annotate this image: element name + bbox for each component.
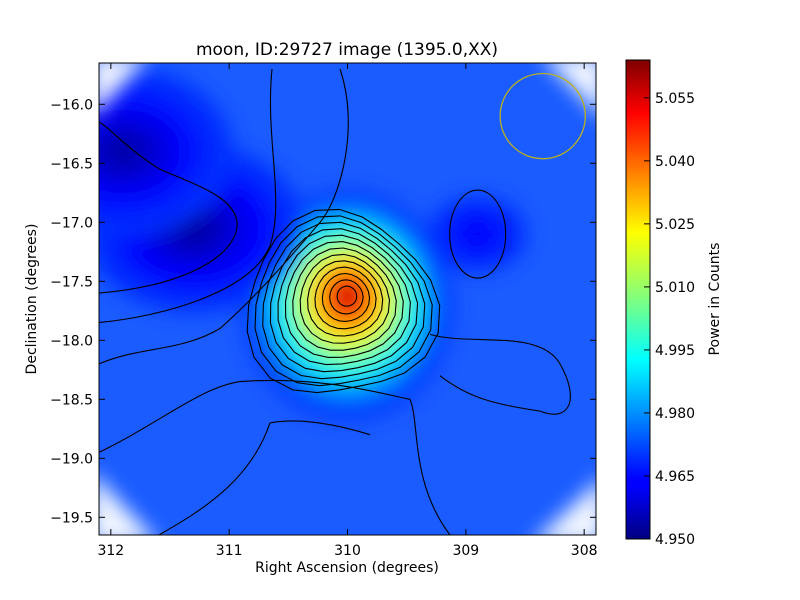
heat-level (113, 144, 132, 159)
contour-line (277, 234, 411, 366)
x-tick-label: 308 (571, 543, 598, 559)
x-tick-label: 311 (216, 543, 243, 559)
contour-line (429, 333, 571, 415)
contour-line (299, 253, 391, 344)
y-tick-label: −16.0 (50, 97, 93, 113)
contour-line (99, 68, 277, 324)
colorbar-tick-label: 5.040 (655, 154, 695, 170)
heat-level (339, 286, 356, 305)
y-tick-label: −19.5 (50, 510, 93, 526)
contour-line (246, 208, 441, 394)
colorbar-tick-label: 4.950 (655, 532, 695, 548)
x-tick-label: 310 (334, 543, 361, 559)
beam-circle (499, 72, 586, 160)
contour-line (254, 215, 433, 387)
contour-line (99, 68, 349, 365)
contour-line (449, 189, 507, 279)
colorbar-label: Power in Counts (707, 243, 723, 356)
contour-line (99, 121, 238, 294)
contour-line (314, 266, 377, 330)
contour-line (269, 228, 419, 373)
y-tick-label: −17.5 (50, 274, 93, 290)
y-axis-ticks: −16.0 −16.5 −17.0 −17.5 −18.0 −18.5 −19.0 −19.5 (50, 97, 596, 526)
contour-line (336, 285, 358, 307)
colorbar-tick-label: 4.980 (655, 406, 695, 422)
contour-line (158, 420, 371, 535)
colorbar-tick-label: 5.010 (655, 280, 695, 296)
y-tick-label: −18.0 (50, 333, 93, 349)
x-axis-ticks: 312 311 310 309 308 (97, 63, 598, 559)
contour-lines (99, 68, 571, 535)
heat-level (184, 221, 203, 235)
x-tick-label: 309 (452, 543, 479, 559)
heat-level (473, 231, 482, 238)
y-tick-label: −16.5 (50, 156, 93, 172)
colorbar: 5.055 5.040 5.025 5.010 4.995 4.980 4.965 4.950… (625, 59, 723, 548)
colorbar-tick-label: 5.025 (655, 217, 695, 233)
contour-line (262, 221, 426, 380)
x-axis-label: Right Ascension (degrees) (255, 560, 439, 576)
colorbar-tick-label: 4.965 (655, 469, 695, 485)
y-axis-label: Declination (degrees) (24, 224, 40, 375)
y-tick-label: −17.0 (50, 215, 93, 231)
plot-area (99, 63, 596, 535)
contour-line (292, 247, 397, 351)
contour-line (329, 279, 364, 315)
contour-line (321, 272, 371, 322)
colorbar-tick-label: 5.055 (655, 91, 695, 107)
corner-masks (99, 63, 596, 535)
colorbar-ticks: 5.055 5.040 5.025 5.010 4.995 4.980 4.965 4.950 (644, 91, 695, 548)
colorbar-gradient (625, 59, 651, 540)
contour-line (99, 379, 451, 535)
contour-line (307, 260, 384, 337)
colorbar-tick-label: 4.995 (655, 343, 695, 359)
y-tick-label: −18.5 (50, 392, 93, 408)
y-tick-label: −19.0 (50, 451, 93, 467)
chart-title: moon, ID:29727 image (1395.0,XX) (196, 40, 498, 60)
contour-line (284, 241, 404, 358)
x-tick-label: 312 (97, 543, 124, 559)
